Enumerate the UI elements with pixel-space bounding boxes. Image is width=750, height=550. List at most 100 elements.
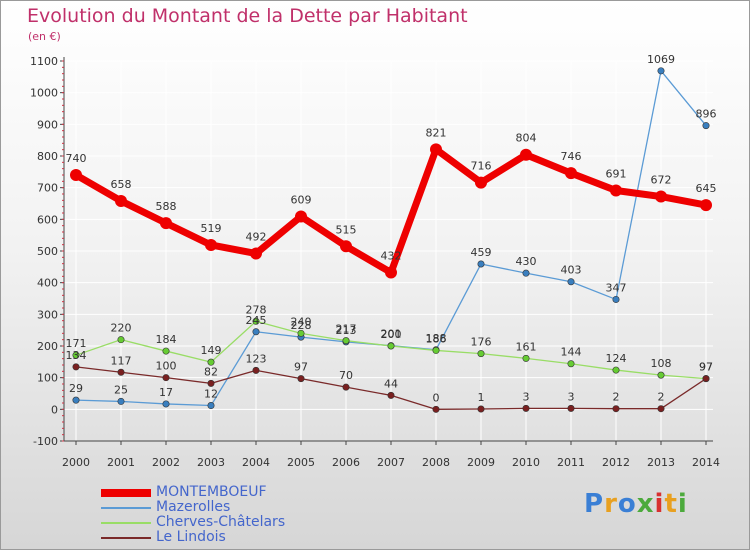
data-label: 123 xyxy=(246,352,267,365)
data-label: 821 xyxy=(426,126,447,139)
logo-letter: i xyxy=(654,489,665,519)
data-label: 2 xyxy=(658,391,665,404)
data-label: 658 xyxy=(111,178,132,191)
legend-swatch xyxy=(101,507,151,509)
data-point xyxy=(612,295,620,303)
data-label: 184 xyxy=(156,333,177,346)
data-point xyxy=(477,260,485,268)
data-point xyxy=(205,238,217,251)
data-label: 492 xyxy=(246,231,267,244)
data-point xyxy=(207,358,215,366)
data-label: 201 xyxy=(381,328,402,341)
data-label: 691 xyxy=(606,168,627,181)
x-tick-label: 2014 xyxy=(692,456,720,469)
x-tick-label: 2007 xyxy=(377,456,405,469)
data-point xyxy=(387,342,395,350)
y-tick-label: 0 xyxy=(51,403,58,416)
data-point xyxy=(207,402,215,410)
data-point xyxy=(162,374,170,382)
data-point xyxy=(297,375,305,383)
data-point xyxy=(657,67,665,75)
data-label: 144 xyxy=(561,346,582,359)
data-label: 588 xyxy=(156,200,177,213)
legend-swatch xyxy=(101,522,151,524)
data-label: 200 xyxy=(381,328,402,341)
data-label: 432 xyxy=(381,250,402,263)
data-point xyxy=(162,400,170,408)
data-label: 740 xyxy=(66,152,87,165)
data-label: 17 xyxy=(159,386,173,399)
data-point xyxy=(567,278,575,286)
data-label: 519 xyxy=(201,222,222,235)
y-tick-label: 500 xyxy=(37,245,58,258)
data-point xyxy=(522,354,530,362)
legend-label: Le Lindois xyxy=(156,529,226,545)
data-point xyxy=(115,194,127,207)
x-tick-label: 2004 xyxy=(242,456,270,469)
data-label: 25 xyxy=(114,383,128,396)
data-point xyxy=(567,360,575,368)
data-point xyxy=(522,404,530,412)
data-point xyxy=(567,404,575,412)
data-point xyxy=(432,405,440,413)
data-point xyxy=(117,336,125,344)
data-label: 70 xyxy=(339,369,353,382)
data-point xyxy=(160,217,172,230)
logo-letter: o xyxy=(617,489,637,519)
y-tick-label: 100 xyxy=(37,372,58,385)
data-label: 347 xyxy=(606,281,627,294)
x-tick-label: 2001 xyxy=(107,456,135,469)
y-tick-label: 300 xyxy=(37,308,58,321)
data-point xyxy=(387,391,395,399)
data-label: 804 xyxy=(516,132,537,145)
data-label: 213 xyxy=(336,324,357,337)
y-tick-label: 900 xyxy=(37,118,58,131)
data-label: 124 xyxy=(606,352,627,365)
data-label: 134 xyxy=(66,349,87,362)
data-point xyxy=(612,366,620,374)
x-tick-label: 2012 xyxy=(602,456,630,469)
data-label: 2 xyxy=(613,391,620,404)
x-tick-label: 2009 xyxy=(467,456,495,469)
data-point xyxy=(702,375,710,383)
data-point xyxy=(700,199,712,212)
data-label: 188 xyxy=(426,332,447,345)
y-tick-label: 1000 xyxy=(30,87,58,100)
data-point xyxy=(70,169,82,181)
data-label: 896 xyxy=(696,108,717,121)
data-point xyxy=(655,190,667,203)
x-tick-label: 2013 xyxy=(647,456,675,469)
data-label: 609 xyxy=(291,193,312,206)
data-label: 108 xyxy=(651,357,672,370)
data-point xyxy=(72,396,80,404)
y-tick-label: 600 xyxy=(37,213,58,226)
logo-letter: r xyxy=(604,489,618,519)
data-label: 44 xyxy=(384,377,398,390)
data-point xyxy=(252,317,260,325)
y-tick-label: -100 xyxy=(33,435,58,448)
logo-letter: i xyxy=(677,489,688,519)
data-label: 403 xyxy=(561,264,582,277)
data-label: 161 xyxy=(516,340,537,353)
data-label: 97 xyxy=(699,361,713,374)
data-point xyxy=(250,247,262,260)
data-label: 515 xyxy=(336,223,357,236)
legend-label: MONTEMBOEUF xyxy=(156,484,267,500)
data-label: 746 xyxy=(561,150,582,163)
logo-letter: t xyxy=(664,489,678,519)
data-label: 1 xyxy=(478,391,485,404)
data-label: 97 xyxy=(699,361,713,374)
data-point xyxy=(657,405,665,413)
data-label: 3 xyxy=(568,390,575,403)
data-label: 645 xyxy=(696,182,717,195)
legend-swatch xyxy=(101,489,151,497)
data-point xyxy=(432,346,440,354)
x-tick-label: 2002 xyxy=(152,456,180,469)
data-point xyxy=(252,328,260,336)
legend-label: Mazerolles xyxy=(156,499,231,515)
data-point xyxy=(340,240,352,253)
logo-letter: x xyxy=(636,489,655,519)
y-tick-label: 800 xyxy=(37,150,58,163)
